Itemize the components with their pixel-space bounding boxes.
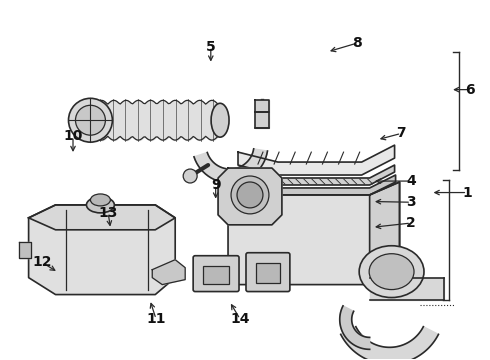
FancyBboxPatch shape [193,256,239,292]
Text: 10: 10 [63,129,83,143]
Text: 9: 9 [211,178,220,192]
Circle shape [75,105,105,135]
Polygon shape [218,168,282,225]
Polygon shape [238,145,394,175]
Text: 2: 2 [406,216,416,230]
Polygon shape [340,306,369,349]
Text: 4: 4 [406,174,416,188]
Polygon shape [369,278,444,300]
Bar [256,263,280,283]
Text: 13: 13 [98,206,118,220]
Ellipse shape [231,176,269,214]
Polygon shape [28,205,175,294]
FancyBboxPatch shape [246,253,290,292]
Text: 1: 1 [463,185,472,199]
Ellipse shape [91,194,110,206]
Polygon shape [152,260,185,285]
Polygon shape [28,205,175,230]
Polygon shape [19,242,30,258]
Ellipse shape [369,254,414,289]
Polygon shape [255,112,269,128]
Polygon shape [369,182,399,285]
Polygon shape [228,182,399,285]
Polygon shape [255,100,269,112]
Text: 12: 12 [32,256,52,270]
Text: 5: 5 [206,40,216,54]
Ellipse shape [86,197,114,213]
Text: 14: 14 [230,312,250,326]
Text: 7: 7 [396,126,406,140]
Text: 3: 3 [406,195,416,209]
Circle shape [69,98,112,142]
Polygon shape [194,149,268,183]
Text: 11: 11 [147,312,166,326]
Text: 6: 6 [465,83,475,96]
Polygon shape [228,175,395,195]
Text: 8: 8 [352,36,362,50]
Ellipse shape [211,103,229,137]
Ellipse shape [359,246,424,298]
Bar [203,266,229,284]
Polygon shape [230,165,394,185]
Polygon shape [341,327,439,360]
Ellipse shape [237,182,263,208]
Circle shape [183,169,197,183]
